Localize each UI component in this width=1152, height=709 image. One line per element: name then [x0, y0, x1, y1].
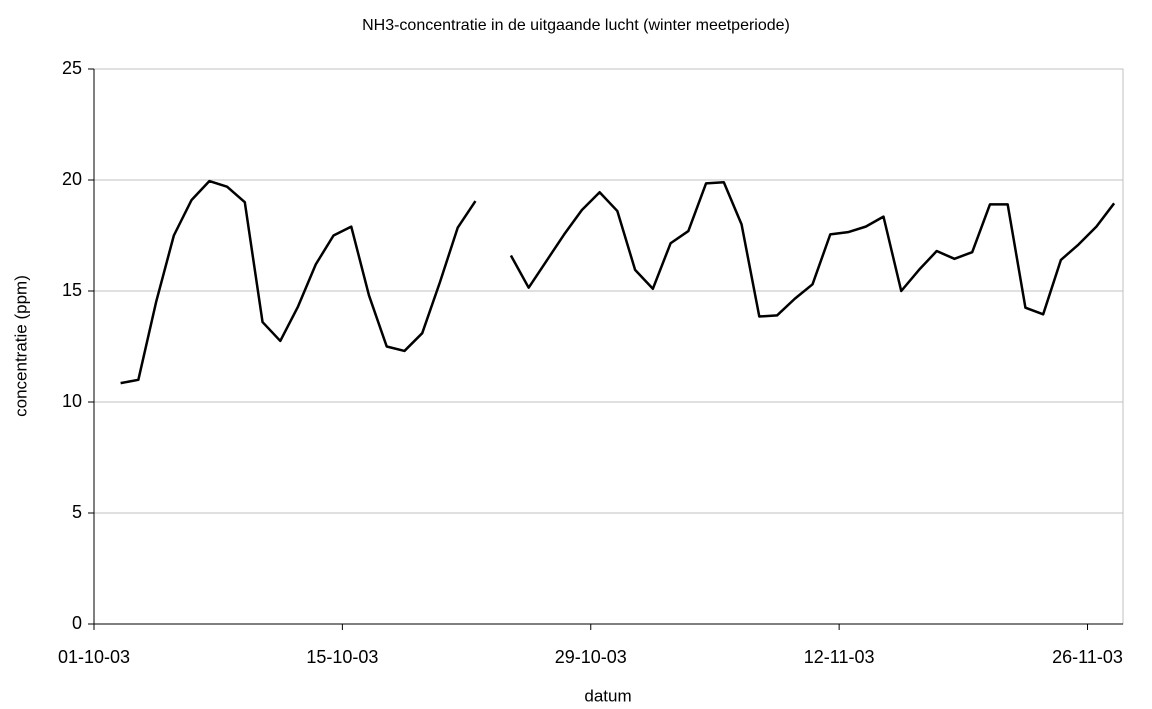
y-tick-label: 25 — [62, 58, 82, 78]
y-tick-label: 0 — [72, 613, 82, 633]
y-tick-label: 20 — [62, 169, 82, 189]
data-line — [120, 179, 1116, 385]
y-tick-label: 5 — [72, 502, 82, 522]
chart-title: NH3-concentratie in de uitgaande lucht (… — [362, 17, 790, 34]
plot-frame — [93, 68, 1124, 625]
y-axis-label: concentratie (ppm) — [11, 275, 30, 417]
x-tick-label: 15-10-03 — [306, 647, 378, 667]
x-axis-label: datum — [584, 686, 631, 705]
x-tick-label: 01-10-03 — [58, 647, 130, 667]
x-tick-label: 29-10-03 — [555, 647, 627, 667]
x-tick-label: 12-11-03 — [804, 647, 875, 667]
y-tick-label: 15 — [62, 280, 82, 300]
x-tick-label: 26-11-03 — [1052, 647, 1123, 667]
y-tick-label: 10 — [62, 391, 82, 411]
